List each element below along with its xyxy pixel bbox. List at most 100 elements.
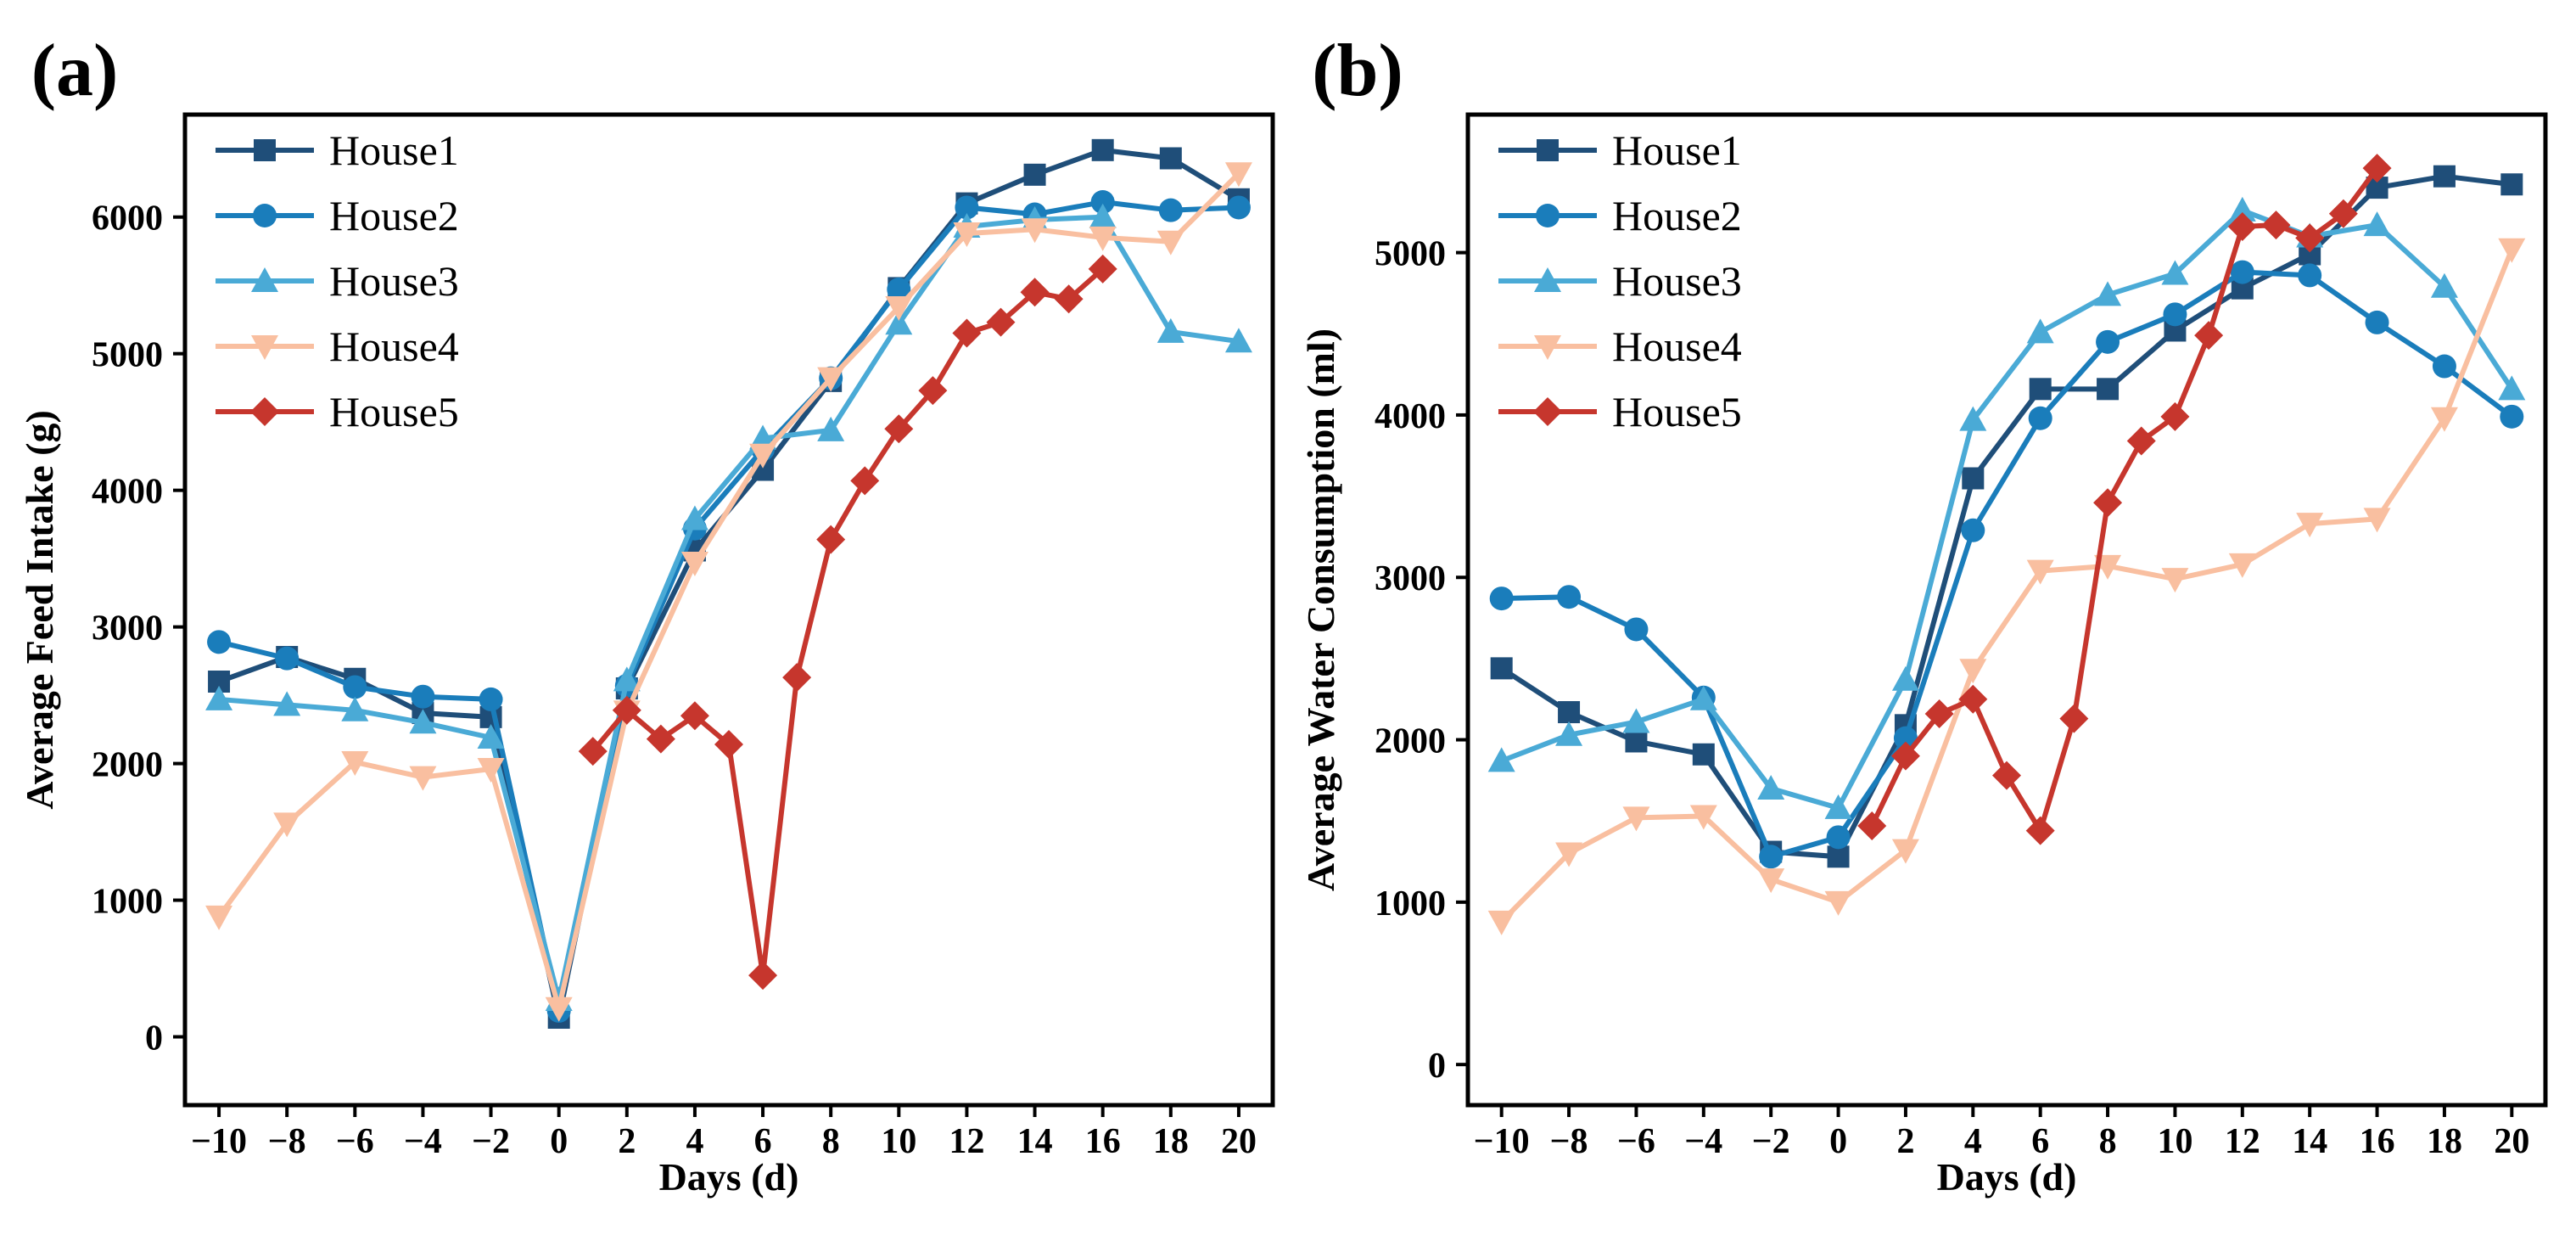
data-point (1992, 761, 2021, 790)
x-tick-label: −6 (1617, 1122, 1655, 1161)
data-point (1692, 743, 1715, 766)
data-point (1624, 617, 1649, 642)
data-point (1490, 657, 1513, 680)
data-point (1158, 198, 1183, 222)
legend-marker (1537, 139, 1559, 161)
data-point (612, 695, 641, 725)
data-point (1824, 890, 1852, 916)
data-point (1893, 726, 1918, 750)
chart-panel-a: (a) −10 −8 −6 −4 −2 0 2 4 6 8 10 12 14 16 18 20 Days (d) 0… (18, 30, 1275, 1199)
data-point (1558, 701, 1581, 724)
x-tick-label: 16 (2360, 1122, 2395, 1161)
y-tick-label: 0 (145, 1019, 163, 1058)
data-point (2227, 212, 2257, 242)
data-point (817, 416, 845, 441)
data-point (885, 310, 913, 335)
legend-label: House3 (329, 257, 459, 305)
data-point (2430, 407, 2458, 432)
data-point (986, 307, 1016, 337)
data-point (2500, 404, 2524, 429)
data-point (409, 709, 437, 734)
data-point (1054, 284, 1084, 314)
x-tick-label: 12 (949, 1122, 984, 1161)
series-line (1499, 248, 2515, 923)
data-point (885, 295, 913, 321)
plot-frame (182, 112, 1275, 1108)
legend-item: House4 (1498, 323, 1742, 370)
data-point (2363, 211, 2391, 237)
data-point (2430, 272, 2458, 298)
data-point (409, 766, 437, 791)
data-point (2161, 568, 2189, 593)
data-point (2097, 378, 2120, 401)
panel-label: (a) (31, 30, 119, 112)
data-point (2362, 154, 2392, 183)
legend: House1 House2 House3 House4 House5 (1498, 126, 1742, 435)
data-point (1891, 839, 1919, 864)
data-point (2498, 375, 2526, 401)
legend-item: House5 (216, 388, 459, 435)
legend-marker (254, 139, 276, 161)
legend-label: House5 (329, 388, 459, 435)
data-point (1089, 226, 1117, 251)
series-line (218, 214, 1240, 1003)
data-point (2500, 173, 2523, 196)
x-tick-label: 20 (2494, 1122, 2529, 1161)
y-tick-label: 6000 (92, 199, 163, 239)
data-point (1890, 741, 1920, 771)
data-point (1156, 230, 1184, 255)
data-point (1962, 467, 1985, 490)
data-point (816, 525, 846, 554)
legend-marker (253, 204, 277, 227)
legend-marker (1536, 204, 1560, 227)
data-point (1090, 190, 1115, 215)
data-point (2498, 238, 2526, 263)
data-point (680, 505, 708, 530)
data-point (1689, 805, 1717, 830)
legend-label: House4 (329, 323, 459, 370)
data-point (2298, 263, 2322, 288)
y-tick-label: 4000 (92, 473, 163, 512)
legend-marker (251, 335, 278, 360)
data-point (479, 687, 503, 711)
data-point (1625, 730, 1648, 753)
x-tick-label: −6 (336, 1122, 374, 1161)
legend-item: House2 (216, 192, 459, 239)
data-point (2432, 354, 2456, 379)
legend-item: House4 (216, 323, 459, 370)
data-point (2228, 553, 2256, 578)
data-point (1020, 278, 1050, 307)
data-point (273, 812, 301, 838)
data-point (411, 684, 435, 709)
legend-label: House4 (1612, 323, 1742, 370)
legend-label: House5 (1612, 388, 1742, 435)
x-axis-label: Days (d) (659, 1155, 799, 1199)
data-point (477, 724, 505, 749)
data-point (613, 666, 641, 692)
data-point (1021, 218, 1049, 244)
x-tick-label: −2 (472, 1122, 510, 1161)
data-point (1089, 203, 1117, 228)
x-axis-label: Days (d) (1937, 1155, 2077, 1199)
legend: House1 House2 House3 House4 House5 (216, 126, 459, 435)
data-point (953, 222, 981, 248)
data-point (2230, 260, 2254, 284)
data-point (2160, 401, 2190, 431)
data-point (884, 414, 914, 444)
data-point (2295, 223, 2325, 253)
data-point (2059, 704, 2089, 733)
data-point (680, 701, 709, 731)
series-line (218, 199, 1240, 1013)
series-line (216, 171, 1241, 1011)
x-tick-label: 2 (1896, 1122, 1914, 1161)
data-point (1088, 254, 1117, 283)
data-point (1487, 747, 1515, 772)
data-point (578, 737, 608, 766)
x-tick-label: 4 (686, 1122, 703, 1161)
legend-label: House3 (1612, 257, 1742, 305)
data-point (341, 696, 369, 721)
data-point (1622, 708, 1650, 733)
data-point (1857, 811, 1887, 840)
data-point (275, 646, 300, 671)
